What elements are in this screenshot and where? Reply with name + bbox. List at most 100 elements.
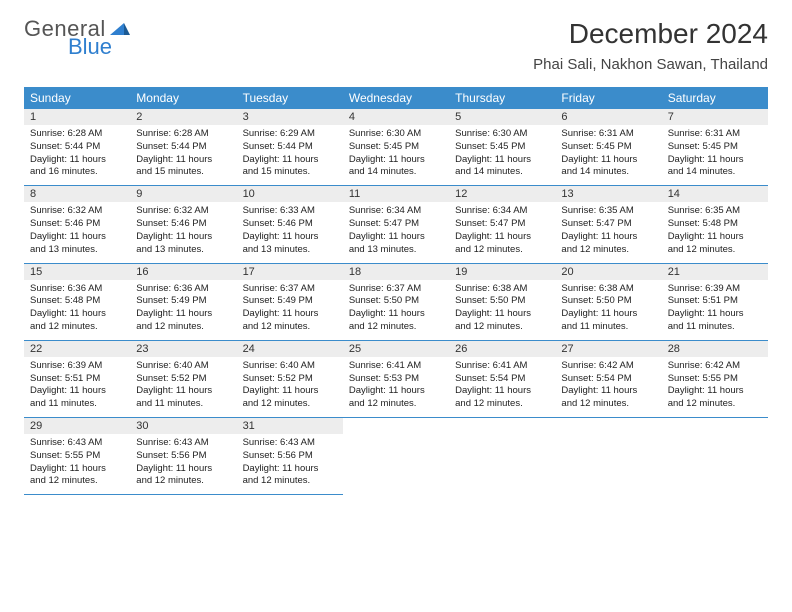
day-cell: 29Sunrise: 6:43 AMSunset: 5:55 PMDayligh… [24,418,130,495]
day-data: Sunrise: 6:28 AMSunset: 5:44 PMDaylight:… [130,125,236,185]
day-cell: 31Sunrise: 6:43 AMSunset: 5:56 PMDayligh… [237,418,343,495]
day-cell: 26Sunrise: 6:41 AMSunset: 5:54 PMDayligh… [449,340,555,417]
day-cell: 8Sunrise: 6:32 AMSunset: 5:46 PMDaylight… [24,186,130,263]
day-data: Sunrise: 6:36 AMSunset: 5:48 PMDaylight:… [24,280,130,340]
day-data: Sunrise: 6:42 AMSunset: 5:55 PMDaylight:… [662,357,768,417]
day-cell: 25Sunrise: 6:41 AMSunset: 5:53 PMDayligh… [343,340,449,417]
day-data: Sunrise: 6:34 AMSunset: 5:47 PMDaylight:… [343,202,449,262]
day-cell: 5Sunrise: 6:30 AMSunset: 5:45 PMDaylight… [449,109,555,186]
day-number: 13 [555,186,661,202]
day-cell: 22Sunrise: 6:39 AMSunset: 5:51 PMDayligh… [24,340,130,417]
day-cell: 27Sunrise: 6:42 AMSunset: 5:54 PMDayligh… [555,340,661,417]
day-cell: 30Sunrise: 6:43 AMSunset: 5:56 PMDayligh… [130,418,236,495]
logo-text-blue: Blue [68,36,130,58]
day-header-cell: Sunday [24,87,130,109]
day-cell: 6Sunrise: 6:31 AMSunset: 5:45 PMDaylight… [555,109,661,186]
day-cell: 20Sunrise: 6:38 AMSunset: 5:50 PMDayligh… [555,263,661,340]
day-data: Sunrise: 6:30 AMSunset: 5:45 PMDaylight:… [449,125,555,185]
day-cell: 13Sunrise: 6:35 AMSunset: 5:47 PMDayligh… [555,186,661,263]
header: General Blue December 2024 Phai Sali, Na… [24,18,768,73]
day-cell: 18Sunrise: 6:37 AMSunset: 5:50 PMDayligh… [343,263,449,340]
day-data: Sunrise: 6:35 AMSunset: 5:48 PMDaylight:… [662,202,768,262]
week-row: 1Sunrise: 6:28 AMSunset: 5:44 PMDaylight… [24,109,768,186]
day-number: 10 [237,186,343,202]
week-row: 8Sunrise: 6:32 AMSunset: 5:46 PMDaylight… [24,186,768,263]
day-number: 1 [24,109,130,125]
day-number: 22 [24,341,130,357]
day-cell: 16Sunrise: 6:36 AMSunset: 5:49 PMDayligh… [130,263,236,340]
day-number: 15 [24,264,130,280]
day-number: 25 [343,341,449,357]
day-data: Sunrise: 6:33 AMSunset: 5:46 PMDaylight:… [237,202,343,262]
day-data: Sunrise: 6:43 AMSunset: 5:56 PMDaylight:… [130,434,236,494]
day-cell: 7Sunrise: 6:31 AMSunset: 5:45 PMDaylight… [662,109,768,186]
day-number: 30 [130,418,236,434]
day-data: Sunrise: 6:43 AMSunset: 5:55 PMDaylight:… [24,434,130,494]
day-cell: 1Sunrise: 6:28 AMSunset: 5:44 PMDaylight… [24,109,130,186]
day-number: 2 [130,109,236,125]
day-number: 3 [237,109,343,125]
day-data: Sunrise: 6:29 AMSunset: 5:44 PMDaylight:… [237,125,343,185]
day-number: 5 [449,109,555,125]
day-data: Sunrise: 6:40 AMSunset: 5:52 PMDaylight:… [130,357,236,417]
day-data: Sunrise: 6:38 AMSunset: 5:50 PMDaylight:… [555,280,661,340]
day-number: 17 [237,264,343,280]
day-cell: 23Sunrise: 6:40 AMSunset: 5:52 PMDayligh… [130,340,236,417]
day-number: 23 [130,341,236,357]
day-cell [449,418,555,495]
week-row: 15Sunrise: 6:36 AMSunset: 5:48 PMDayligh… [24,263,768,340]
day-cell: 14Sunrise: 6:35 AMSunset: 5:48 PMDayligh… [662,186,768,263]
day-cell [343,418,449,495]
day-cell: 9Sunrise: 6:32 AMSunset: 5:46 PMDaylight… [130,186,236,263]
calendar-table: SundayMondayTuesdayWednesdayThursdayFrid… [24,87,768,495]
calendar-body: 1Sunrise: 6:28 AMSunset: 5:44 PMDaylight… [24,109,768,495]
day-header-cell: Wednesday [343,87,449,109]
day-data: Sunrise: 6:40 AMSunset: 5:52 PMDaylight:… [237,357,343,417]
day-cell: 19Sunrise: 6:38 AMSunset: 5:50 PMDayligh… [449,263,555,340]
day-cell: 2Sunrise: 6:28 AMSunset: 5:44 PMDaylight… [130,109,236,186]
day-number: 14 [662,186,768,202]
day-cell: 12Sunrise: 6:34 AMSunset: 5:47 PMDayligh… [449,186,555,263]
day-cell: 10Sunrise: 6:33 AMSunset: 5:46 PMDayligh… [237,186,343,263]
day-cell: 4Sunrise: 6:30 AMSunset: 5:45 PMDaylight… [343,109,449,186]
day-number: 16 [130,264,236,280]
day-number: 4 [343,109,449,125]
day-cell: 28Sunrise: 6:42 AMSunset: 5:55 PMDayligh… [662,340,768,417]
day-header-cell: Thursday [449,87,555,109]
day-data: Sunrise: 6:39 AMSunset: 5:51 PMDaylight:… [662,280,768,340]
day-header-cell: Tuesday [237,87,343,109]
day-header-row: SundayMondayTuesdayWednesdayThursdayFrid… [24,87,768,109]
day-data: Sunrise: 6:42 AMSunset: 5:54 PMDaylight:… [555,357,661,417]
day-number: 7 [662,109,768,125]
day-number: 24 [237,341,343,357]
day-data: Sunrise: 6:41 AMSunset: 5:53 PMDaylight:… [343,357,449,417]
day-number: 21 [662,264,768,280]
day-data: Sunrise: 6:32 AMSunset: 5:46 PMDaylight:… [24,202,130,262]
day-cell: 21Sunrise: 6:39 AMSunset: 5:51 PMDayligh… [662,263,768,340]
day-data: Sunrise: 6:30 AMSunset: 5:45 PMDaylight:… [343,125,449,185]
day-cell: 15Sunrise: 6:36 AMSunset: 5:48 PMDayligh… [24,263,130,340]
day-number: 6 [555,109,661,125]
day-number: 27 [555,341,661,357]
day-data: Sunrise: 6:37 AMSunset: 5:50 PMDaylight:… [343,280,449,340]
day-number: 26 [449,341,555,357]
day-data: Sunrise: 6:32 AMSunset: 5:46 PMDaylight:… [130,202,236,262]
day-cell [555,418,661,495]
day-number: 11 [343,186,449,202]
day-header-cell: Friday [555,87,661,109]
day-number: 18 [343,264,449,280]
week-row: 29Sunrise: 6:43 AMSunset: 5:55 PMDayligh… [24,418,768,495]
day-cell: 11Sunrise: 6:34 AMSunset: 5:47 PMDayligh… [343,186,449,263]
location-text: Phai Sali, Nakhon Sawan, Thailand [533,56,768,73]
day-data: Sunrise: 6:35 AMSunset: 5:47 PMDaylight:… [555,202,661,262]
day-cell: 24Sunrise: 6:40 AMSunset: 5:52 PMDayligh… [237,340,343,417]
day-data: Sunrise: 6:41 AMSunset: 5:54 PMDaylight:… [449,357,555,417]
day-number: 31 [237,418,343,434]
day-data: Sunrise: 6:39 AMSunset: 5:51 PMDaylight:… [24,357,130,417]
page-title: December 2024 [533,18,768,50]
day-cell: 17Sunrise: 6:37 AMSunset: 5:49 PMDayligh… [237,263,343,340]
day-number: 29 [24,418,130,434]
week-row: 22Sunrise: 6:39 AMSunset: 5:51 PMDayligh… [24,340,768,417]
day-data: Sunrise: 6:36 AMSunset: 5:49 PMDaylight:… [130,280,236,340]
day-number: 20 [555,264,661,280]
